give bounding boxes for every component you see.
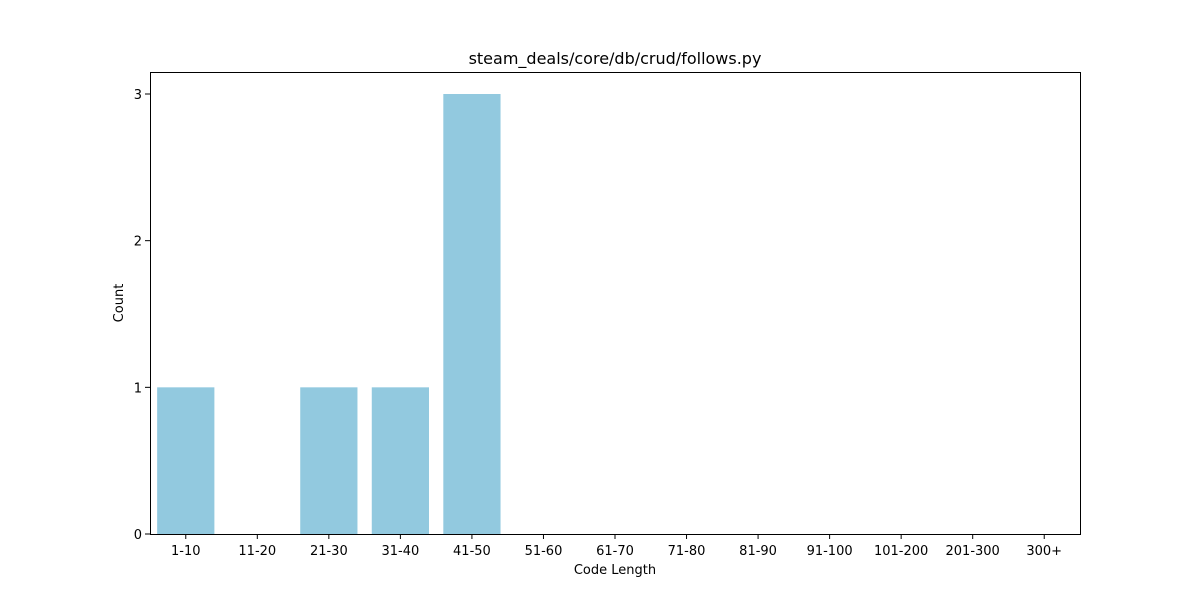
x-tick-label: 21-30 [310,544,348,559]
x-tick-label: 1-10 [171,544,201,559]
x-tick-label: 41-50 [453,544,491,559]
y-tick-label: 3 [134,88,142,103]
bar-31-40 [371,387,429,534]
y-tick-label: 0 [134,528,142,543]
chart-title: steam_deals/core/db/crud/follows.py [469,49,762,69]
bar-41-50 [443,94,501,534]
y-axis-label: Count [112,284,127,323]
bar-1-10 [157,387,215,534]
y-tick-label: 1 [134,381,142,396]
x-axis-label: Code Length [574,563,656,578]
bar-21-30 [300,387,358,534]
x-tick-label: 201-300 [946,544,1000,559]
y-tick-label: 2 [134,235,142,250]
x-tick-label: 81-90 [739,544,777,559]
x-ticks: 1-10 11-20 21-30 31-40 41-50 51-60 61-70 71-80 8… [171,534,1062,559]
x-tick-label: 101-200 [874,544,928,559]
x-tick-label: 61-70 [596,544,634,559]
x-tick-label: 71-80 [668,544,706,559]
y-ticks: 0 1 2 3 [134,88,150,543]
plot-frame [150,72,1081,535]
x-tick-label: 31-40 [381,544,419,559]
x-tick-label: 300+ [1026,544,1062,559]
x-tick-label: 91-100 [807,544,853,559]
x-tick-label: 11-20 [238,544,276,559]
bars-layer [157,94,501,534]
x-tick-label: 51-60 [525,544,563,559]
